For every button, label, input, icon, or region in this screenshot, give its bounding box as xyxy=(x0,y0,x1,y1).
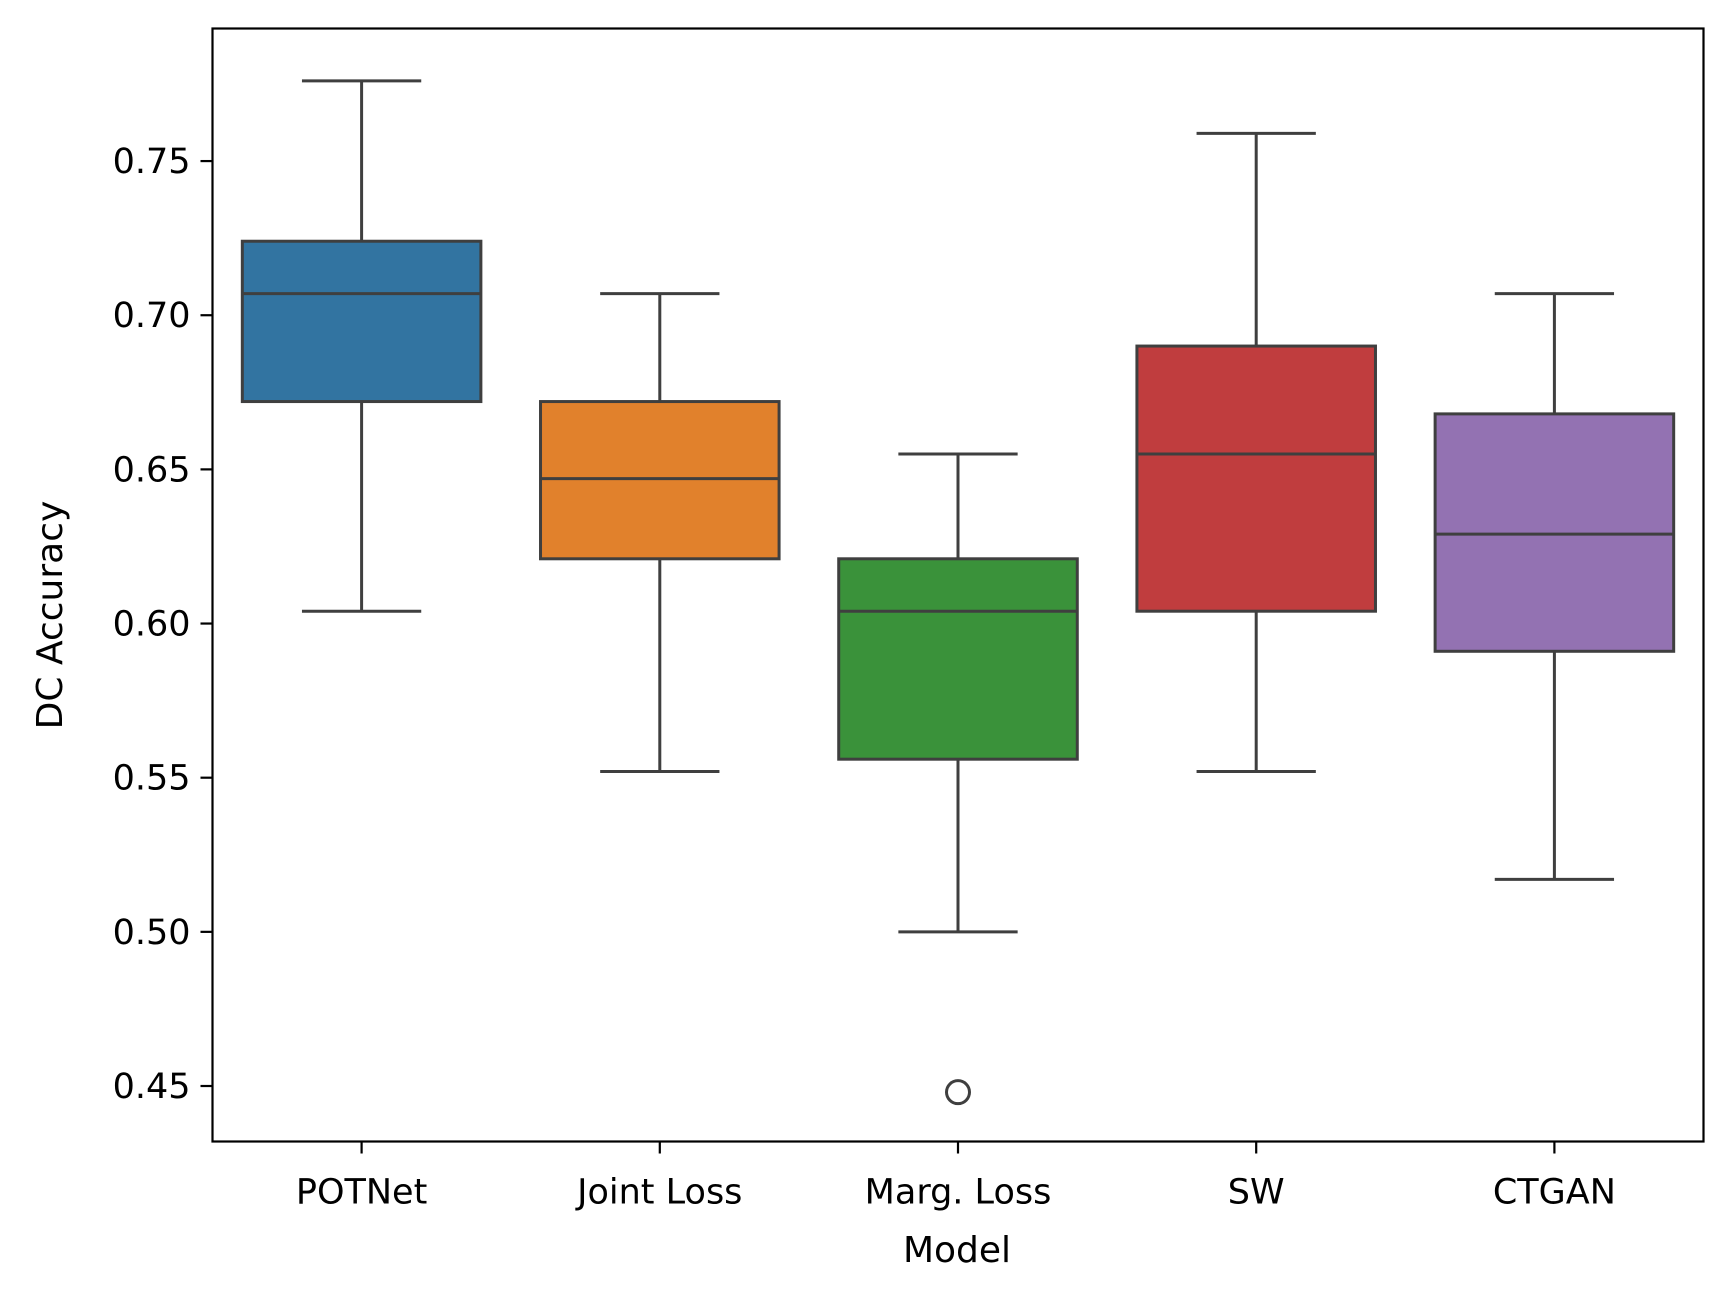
outlier-marg-loss-0 xyxy=(945,1079,971,1106)
y-tick-label: 0.55 xyxy=(113,759,191,799)
y-axis: 0.45 0.50 0.55 0.60 0.65 0.70 0.75 xyxy=(113,142,213,1107)
y-tick-label: 0.50 xyxy=(113,913,191,953)
box-marg-loss xyxy=(837,557,1079,761)
y-axis-label: DC Accuracy xyxy=(30,501,71,730)
box-group-joint-loss xyxy=(539,292,781,774)
box-ctgan xyxy=(1433,412,1676,653)
box-potnet xyxy=(240,239,483,404)
box-group-sw xyxy=(1135,131,1377,774)
y-tick-label: 0.70 xyxy=(113,296,191,336)
box-group-marg-loss xyxy=(837,452,1079,1106)
y-tick-label: 0.60 xyxy=(113,605,191,645)
box-joint-loss xyxy=(539,400,781,561)
y-tick-label: 0.65 xyxy=(113,450,191,490)
plot-layer xyxy=(240,79,1676,1106)
x-axis: POTNet Joint Loss Marg. Loss SW CTGAN xyxy=(296,1141,1616,1213)
x-tick-label: POTNet xyxy=(296,1173,427,1213)
x-axis-label: Model xyxy=(903,1230,1011,1271)
x-tick-label: Marg. Loss xyxy=(865,1173,1052,1213)
y-tick-label: 0.75 xyxy=(113,142,191,182)
box-group-ctgan xyxy=(1433,292,1676,881)
y-tick-label: 0.45 xyxy=(113,1067,191,1107)
box-sw xyxy=(1135,344,1377,613)
box-group-potnet xyxy=(240,79,483,613)
x-tick-label: SW xyxy=(1228,1173,1285,1213)
x-tick-label: Joint Loss xyxy=(575,1173,742,1213)
x-tick-label: CTGAN xyxy=(1493,1173,1616,1213)
